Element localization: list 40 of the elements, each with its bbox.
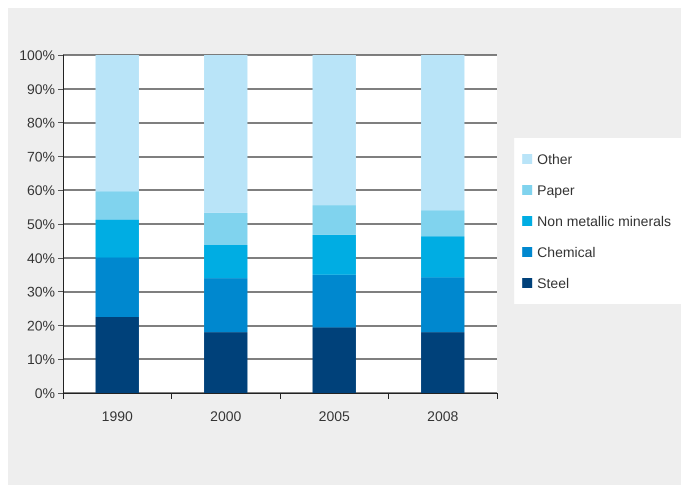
x-tick-label: 2000 bbox=[210, 408, 242, 424]
bar bbox=[204, 278, 248, 332]
y-tick-label: 80% bbox=[26, 114, 55, 131]
legend-label: Other bbox=[537, 151, 573, 167]
x-tick-label: 1990 bbox=[102, 408, 134, 424]
x-tick-label: 2008 bbox=[427, 408, 459, 424]
bar bbox=[312, 327, 356, 393]
bar bbox=[96, 220, 139, 258]
y-tick-label: 70% bbox=[26, 148, 55, 164]
legend-label: Paper bbox=[537, 182, 575, 198]
bar bbox=[204, 244, 248, 278]
bar bbox=[204, 332, 248, 393]
y-tick-label: 90% bbox=[26, 80, 55, 97]
bar bbox=[421, 236, 464, 278]
bar bbox=[312, 55, 356, 206]
y-tick-label: 40% bbox=[26, 250, 55, 266]
bar bbox=[312, 205, 356, 235]
y-tick-label: 30% bbox=[26, 284, 55, 300]
y-tick-label: 50% bbox=[26, 216, 55, 232]
bar bbox=[421, 277, 464, 332]
bar bbox=[204, 212, 248, 245]
bar bbox=[96, 192, 139, 220]
y-tick-label: 10% bbox=[26, 351, 55, 368]
y-tick-label: 20% bbox=[26, 317, 55, 334]
bar bbox=[421, 332, 464, 393]
legend-label: Steel bbox=[537, 275, 570, 291]
bar bbox=[312, 234, 356, 275]
bar bbox=[204, 55, 248, 213]
bar bbox=[312, 274, 356, 328]
y-tick-label: 100% bbox=[19, 47, 55, 63]
bar bbox=[96, 316, 139, 393]
bar bbox=[96, 55, 139, 192]
bar bbox=[421, 55, 464, 210]
bar bbox=[96, 257, 139, 317]
bar bbox=[421, 210, 464, 237]
y-tick-label: 0% bbox=[34, 385, 55, 401]
legend-label: Chemical bbox=[537, 244, 596, 260]
y-tick-label: 60% bbox=[26, 182, 55, 198]
x-tick-label: 2005 bbox=[318, 408, 350, 424]
legend-label: Non metallic minerals bbox=[537, 213, 672, 229]
